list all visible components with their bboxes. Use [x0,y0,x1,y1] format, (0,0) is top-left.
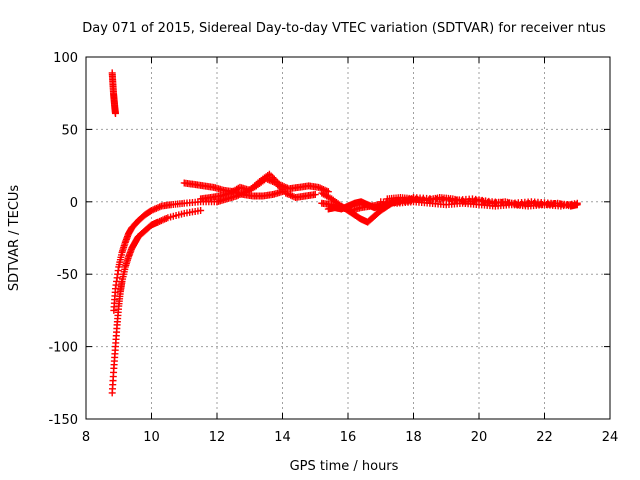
y-axis-label: SDTVAR / TECUs [7,185,22,292]
x-tick-label: 8 [82,430,90,445]
y-tick-label: -100 [48,341,78,356]
data-point [311,191,319,199]
y-tick-label: -150 [48,413,78,428]
x-tick-label: 12 [209,430,226,445]
series-mid-day-c [213,175,319,206]
data-point [111,109,119,117]
x-tick-label: 10 [143,430,160,445]
chart-title: Day 071 of 2015, Sidereal Day-to-day VTE… [82,21,606,36]
x-tick-label: 22 [536,430,553,445]
x-tick-label: 16 [340,430,357,445]
grid-layer [86,57,610,419]
series-early-low [108,206,205,397]
x-tick-label: 20 [471,430,488,445]
y-tick-label: 50 [61,123,78,138]
series-early-high [108,69,119,117]
x-tick-label: 24 [602,430,619,445]
series-evening-c [410,193,575,209]
x-tick-label: 14 [274,430,291,445]
data-point [573,199,581,207]
y-tick-label: -50 [57,268,78,283]
x-axis-label: GPS time / hours [290,459,399,474]
points-layer [108,69,581,397]
series-early-mid [110,198,221,314]
data-point [197,206,205,214]
y-tick-label: 0 [70,196,78,211]
x-tick-label: 18 [405,430,422,445]
data-point [567,201,575,209]
y-tick-label: 100 [53,51,78,66]
tick-layer: 8 10 12 14 16 18 20 22 24 -150 -100 -50 0 50 100 [48,51,618,445]
